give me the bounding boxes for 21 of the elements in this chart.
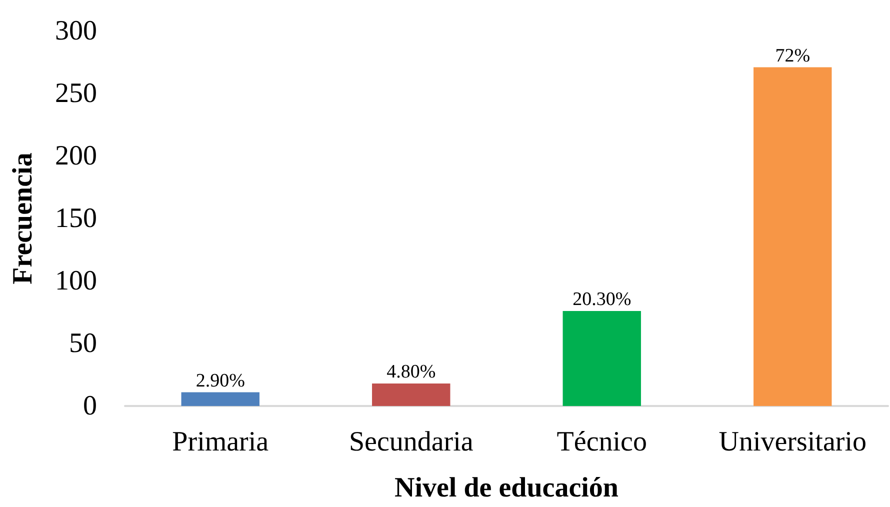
annotation: 2.90% — [196, 370, 246, 392]
y-tick-label: 250 — [55, 78, 97, 109]
y-tick-label: 50 — [69, 328, 97, 359]
bar — [372, 384, 450, 406]
x-tick-label: Universitario — [718, 426, 866, 458]
annotation: 20.30% — [572, 289, 632, 310]
y-tick-label: 200 — [55, 140, 97, 172]
x-tick-label: Primaria — [172, 426, 270, 458]
bar — [754, 67, 832, 406]
annotation: 72% — [775, 45, 810, 66]
x-axis-title: Nivel de educación — [394, 472, 619, 504]
y-tick-label: 300 — [55, 16, 97, 46]
y-tick-label: 100 — [55, 266, 97, 296]
y-axis-title: Frecuencia — [8, 152, 38, 284]
bar — [562, 311, 641, 406]
x-tick-label: Técnico — [556, 426, 647, 458]
bar — [181, 392, 260, 406]
x-tick-label: Secundaria — [348, 426, 474, 458]
y-tick-label: 150 — [55, 203, 97, 234]
annotation: 4.80% — [386, 362, 436, 382]
y-tick-label: 0 — [83, 390, 97, 422]
